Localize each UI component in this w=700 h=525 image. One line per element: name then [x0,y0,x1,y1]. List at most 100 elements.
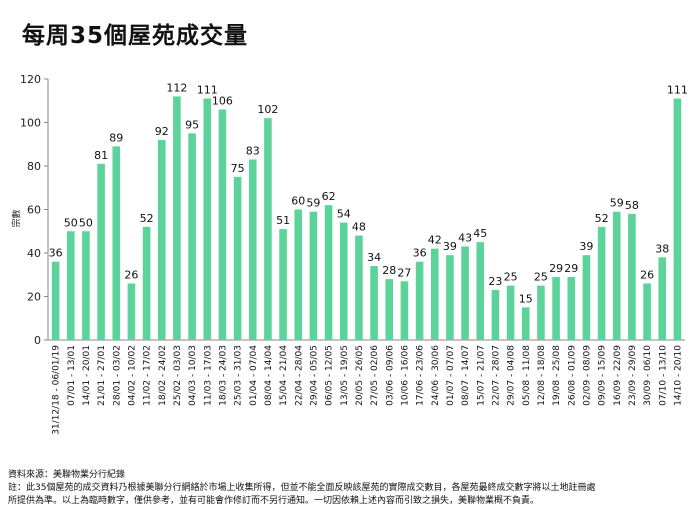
data-label: 75 [231,162,245,175]
x-tick-label: 06/05 - 12/05 [325,345,335,406]
bar [294,209,303,340]
bar [173,96,181,341]
bar [658,257,667,340]
data-label: 51 [276,214,290,227]
data-label: 27 [397,266,411,279]
bar [142,226,151,340]
x-tick-label: 11/03 - 17/03 [203,345,213,406]
data-label: 45 [473,227,487,240]
bar [446,255,454,340]
bar [552,276,560,340]
data-label: 48 [352,221,366,234]
x-tick-label: 22/07 - 28/07 [491,345,501,406]
data-label: 52 [140,212,154,225]
data-label: 28 [382,264,396,277]
data-label: 50 [79,216,93,229]
data-label: 95 [185,118,199,131]
x-tick-label: 01/07 - 07/07 [446,345,456,406]
data-label: 25 [534,271,548,284]
x-tick-label: 29/07 - 04/08 [507,345,517,406]
data-label: 39 [579,240,593,253]
x-tick-label: 18/02 - 24/02 [158,345,168,406]
bar [339,222,348,340]
data-label: 36 [413,247,427,260]
bar [597,226,606,340]
x-tick-label: 21/01 - 27/01 [97,345,107,406]
bar [582,255,591,340]
x-tick-label: 07/01 - 13/01 [67,345,77,406]
x-tick-label: 04/03 - 10/03 [188,345,198,406]
data-label: 62 [322,190,336,203]
data-label: 102 [257,103,278,116]
x-tick-label: 08/07 - 14/07 [461,345,471,406]
bar [66,231,75,340]
data-label: 26 [640,268,654,281]
x-tick-label: 03/06 - 09/06 [385,345,395,406]
data-label: 59 [306,197,320,210]
bar [400,281,409,340]
data-label: 58 [625,199,639,212]
bar [51,261,60,340]
bar [127,283,136,340]
x-tick-label: 10/06 - 16/06 [400,345,410,406]
bar [112,146,121,340]
data-label: 23 [488,275,502,288]
x-tick-label: 31/12/18 - 06/01/19 [52,345,62,435]
data-label: 29 [564,262,578,275]
data-label: 26 [124,268,138,281]
source-note: 資料來源：美聯物業分行紀錄 [8,470,126,480]
data-label: 111 [667,84,688,97]
bar [491,289,500,340]
bar [537,285,545,340]
data-label: 43 [458,231,472,244]
bar [264,118,272,341]
bar [279,229,287,340]
x-tick-label: 22/04 - 28/04 [294,345,304,406]
bar [355,235,363,340]
data-label: 52 [595,212,609,225]
data-label: 42 [428,234,442,247]
bar [157,139,166,340]
x-tick-label: 14/10 - 20/10 [673,345,683,406]
y-tick-label: 40 [27,247,41,260]
bar [673,98,682,340]
x-tick-label: 30/09 - 06/10 [643,345,653,406]
bar [461,246,469,340]
data-label: 59 [610,197,624,210]
x-tick-label: 12/08 - 18/08 [537,345,547,406]
y-tick-label: 80 [27,160,41,173]
bar [521,307,530,340]
x-tick-label: 27/05 - 02/06 [370,345,380,406]
data-label: 50 [64,216,78,229]
bar [612,211,621,340]
data-label: 54 [337,208,351,221]
data-label: 83 [246,144,260,157]
bar [415,261,424,340]
x-tick-label: 23/09 - 29/09 [628,345,638,406]
disclaimer-line-2: 所提供為準。以上為臨時數字，僅供參考，並有可能會作修訂而不另行通知。一切因依賴上… [8,496,540,506]
footer: 資料來源：美聯物業分行紀錄 註：此35個屋苑的成交資料乃根據美聯分行網絡於市場上… [8,469,698,508]
y-tick-label: 100 [20,117,41,130]
x-tick-label: 09/09 - 15/09 [598,345,608,406]
chart-title: 每周35個屋苑成交量 [22,23,249,49]
x-tick-label: 25/02 - 03/03 [173,345,183,406]
bar [430,248,439,340]
bar [233,176,242,340]
bar [203,98,212,340]
disclaimer-line-1: 註：此35個屋苑的成交資料乃根據美聯分行網絡於市場上收集所得，但並不能全面反映該… [8,483,596,493]
bar [385,279,394,340]
x-tick-label: 20/05 - 26/05 [355,345,365,406]
bar [506,285,515,340]
y-axis-label-container: 宗數 [6,206,26,230]
bar [643,283,651,340]
y-tick-label: 0 [34,334,41,347]
x-tick-label: 04/02 - 10/02 [127,345,137,406]
x-tick-label: 18/03 - 24/03 [218,345,228,406]
data-label: 89 [109,131,123,144]
x-tick-label: 14/01 - 20/01 [82,345,92,406]
data-label: 111 [197,84,218,97]
x-tick-label: 02/09 - 08/09 [582,345,592,406]
x-tick-label: 19/08 - 25/08 [552,345,562,406]
y-tick-label: 60 [27,204,41,217]
bar [82,231,90,340]
